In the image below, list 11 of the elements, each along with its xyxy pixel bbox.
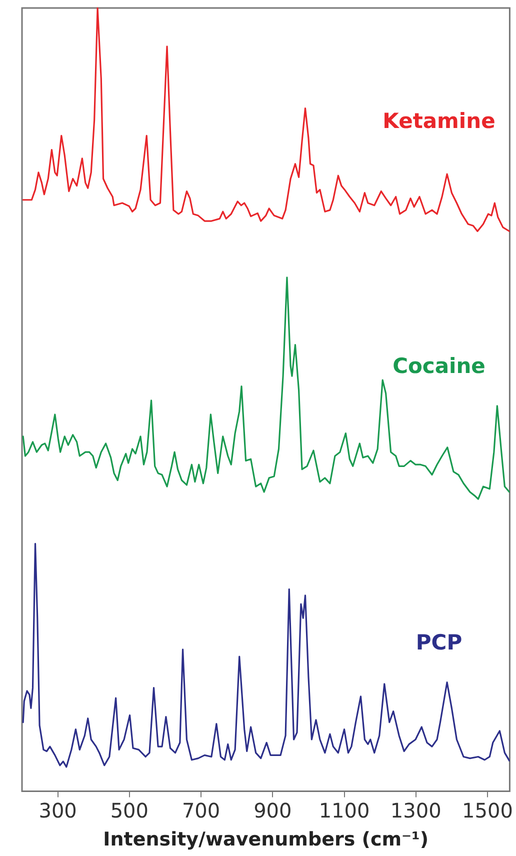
x-tick-label: 900: [254, 798, 292, 822]
x-axis-title: Intensity/wavenumbers (cm⁻¹): [103, 828, 429, 851]
x-tick-label: 500: [110, 798, 149, 822]
series-label: Cocaine: [392, 354, 486, 378]
x-tick-label: 1500: [462, 798, 513, 822]
x-tick-label: 1300: [390, 798, 442, 822]
text: Ketamine: [382, 108, 496, 133]
x-tick-label: 1100: [318, 798, 370, 822]
x-tick-label: 300: [38, 798, 77, 822]
x-tick-label: 700: [182, 798, 220, 822]
series-label: PCP: [416, 630, 462, 654]
